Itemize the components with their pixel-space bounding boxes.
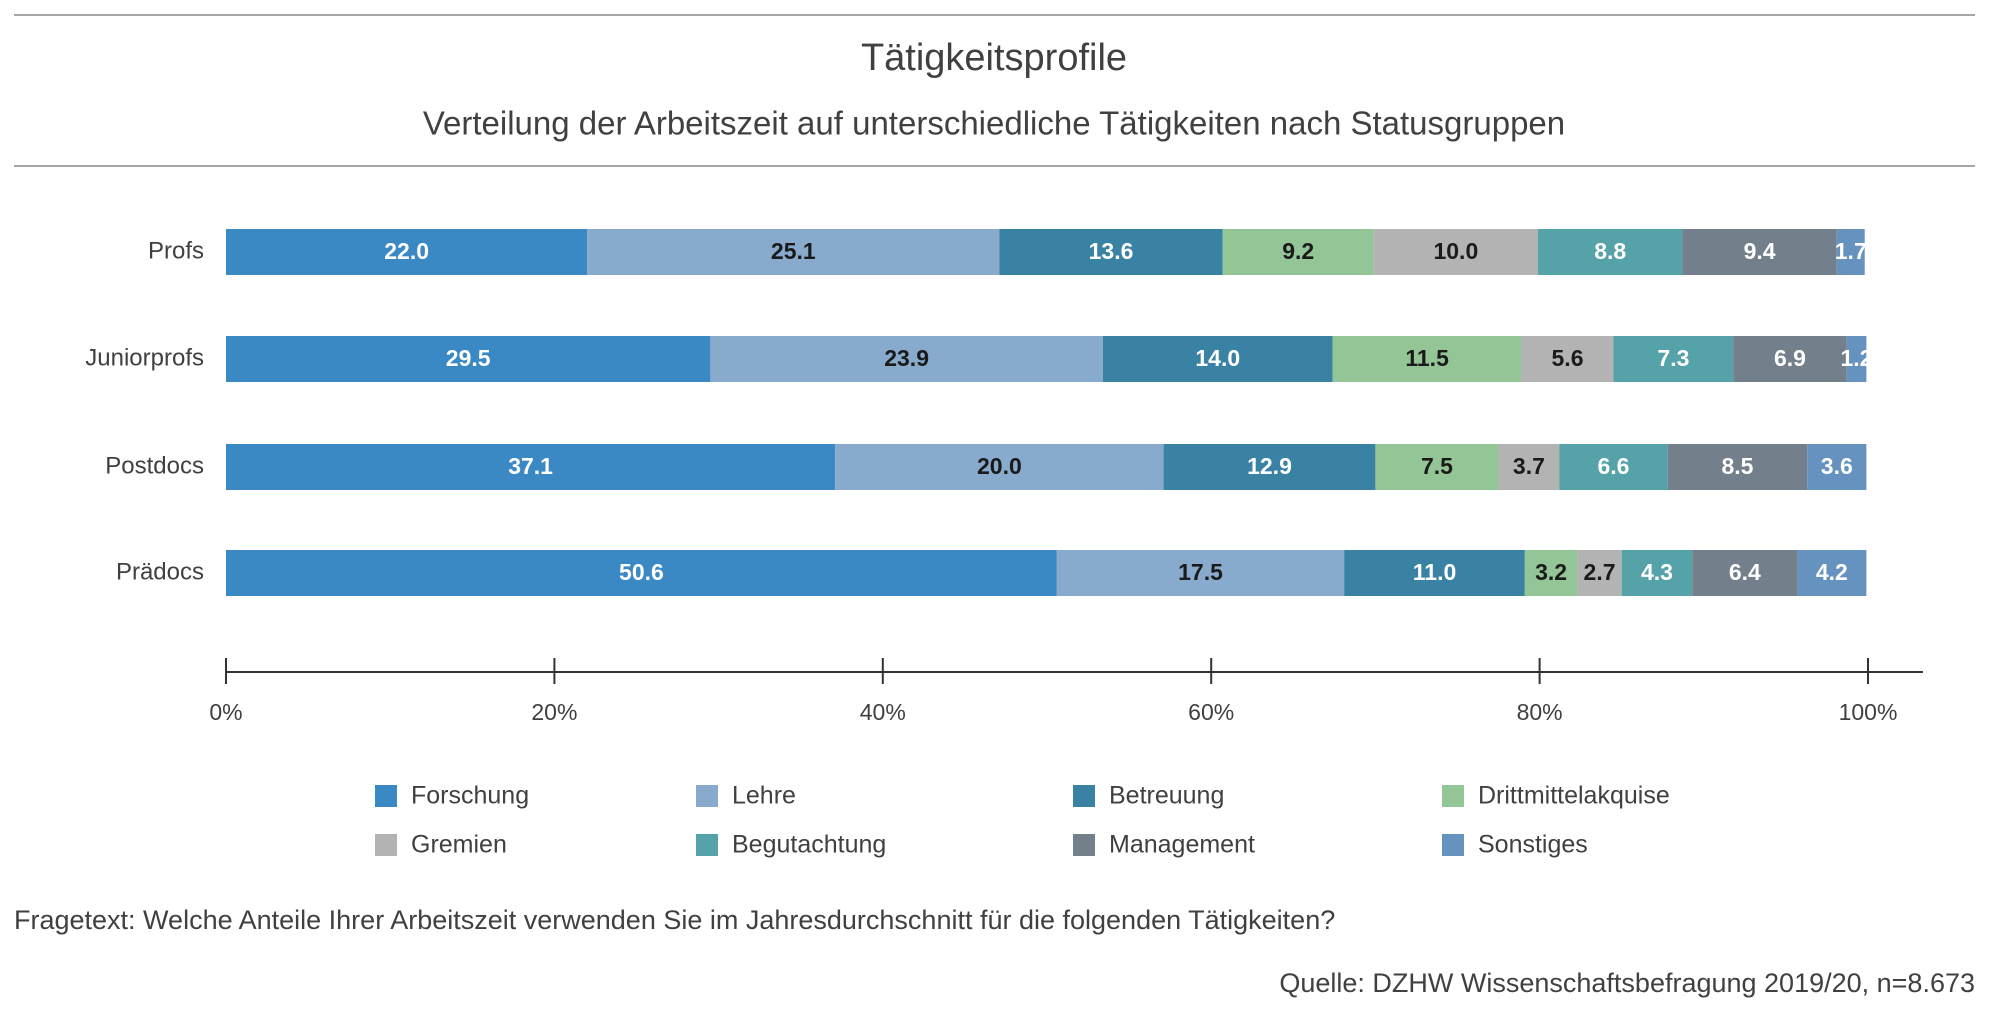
- value-label: 29.5: [446, 345, 491, 371]
- value-label: 8.5: [1721, 453, 1753, 479]
- bar-segment: [710, 336, 1103, 382]
- value-label: 4.3: [1641, 559, 1673, 585]
- bar-segment: [1344, 550, 1525, 596]
- value-label: 17.5: [1178, 559, 1223, 585]
- footnote: Fragetext: Welche Anteile Ihrer Arbeitsz…: [14, 905, 1335, 935]
- value-label: 6.4: [1729, 559, 1761, 585]
- value-label: 12.9: [1247, 453, 1292, 479]
- bar-segment: [1613, 336, 1734, 382]
- bar-segment: [1373, 229, 1538, 275]
- bar-segment: [1846, 336, 1867, 382]
- legend-label: Betreuung: [1109, 782, 1224, 810]
- value-label: 20.0: [977, 453, 1022, 479]
- value-label: 23.9: [884, 345, 929, 371]
- value-label: 6.6: [1597, 453, 1629, 479]
- y-tick-label: Profs: [148, 237, 204, 264]
- value-label: 1.2: [1841, 345, 1873, 371]
- bar-segment: [1521, 336, 1614, 382]
- legend-swatch: [696, 785, 718, 807]
- bar-segment: [1056, 550, 1345, 596]
- bar-segment: [1222, 229, 1374, 275]
- legend-label: Forschung: [411, 782, 529, 810]
- value-label: 7.5: [1421, 453, 1453, 479]
- legend-swatch: [375, 785, 397, 807]
- x-tick-label: 20%: [531, 699, 577, 725]
- bar-segment: [1621, 550, 1693, 596]
- x-tick-label: 80%: [1517, 699, 1563, 725]
- bar-segment: [1807, 444, 1867, 490]
- legend-label: Lehre: [732, 782, 796, 810]
- value-label: 22.0: [384, 238, 429, 264]
- legend-label: Drittmittelakquise: [1478, 782, 1670, 810]
- bar-segment: [835, 444, 1164, 490]
- value-label: 9.2: [1282, 238, 1314, 264]
- bar-segment: [999, 229, 1223, 275]
- value-label: 2.7: [1584, 559, 1616, 585]
- legend-label: Begutachtung: [732, 831, 886, 859]
- value-label: 25.1: [771, 238, 816, 264]
- value-label: 1.7: [1835, 238, 1867, 264]
- chart-subtitle: Verteilung der Arbeitszeit auf unterschi…: [423, 105, 1565, 142]
- value-label: 37.1: [508, 453, 553, 479]
- y-tick-label: Postdocs: [105, 452, 204, 479]
- value-label: 6.9: [1774, 345, 1806, 371]
- value-label: 3.6: [1821, 453, 1853, 479]
- legend-label: Gremien: [411, 831, 507, 859]
- legend-swatch: [1073, 834, 1095, 856]
- bar-segment: [226, 444, 836, 490]
- legend-swatch: [1442, 834, 1464, 856]
- y-tick-label: Prädocs: [116, 558, 204, 585]
- legend-swatch: [1442, 785, 1464, 807]
- value-label: 8.8: [1594, 238, 1626, 264]
- x-tick-label: 100%: [1839, 699, 1898, 725]
- bar-segment: [1524, 550, 1578, 596]
- value-label: 11.5: [1405, 345, 1449, 371]
- bar-segment: [226, 229, 588, 275]
- x-tick-label: 60%: [1188, 699, 1234, 725]
- bar-segment: [1163, 444, 1376, 490]
- value-label: 50.6: [619, 559, 664, 585]
- bar-segment: [1559, 444, 1668, 490]
- bar-segment: [587, 229, 1000, 275]
- legend-swatch: [696, 834, 718, 856]
- value-label: 3.7: [1513, 453, 1545, 479]
- bar-segment: [226, 336, 711, 382]
- value-label: 14.0: [1195, 345, 1240, 371]
- bar-segment: [1667, 444, 1808, 490]
- bar-segment: [1498, 444, 1560, 490]
- bar-segment: [1733, 336, 1847, 382]
- legend-swatch: [375, 834, 397, 856]
- value-label: 7.3: [1657, 345, 1689, 371]
- x-tick-label: 0%: [209, 699, 242, 725]
- value-label: 3.2: [1535, 559, 1567, 585]
- value-label: 4.2: [1816, 559, 1848, 585]
- value-label: 9.4: [1744, 238, 1776, 264]
- bar-segment: [1537, 229, 1683, 275]
- x-tick-label: 40%: [860, 699, 906, 725]
- bar-segment: [1332, 336, 1522, 382]
- bar-segment: [1577, 550, 1622, 596]
- chart-title: Tätigkeitsprofile: [861, 37, 1127, 79]
- value-label: 11.0: [1413, 559, 1457, 585]
- bar-segment: [1102, 336, 1333, 382]
- legend-label: Management: [1109, 831, 1255, 859]
- legend-swatch: [1073, 785, 1095, 807]
- source: Quelle: DZHW Wissenschaftsbefragung 2019…: [1279, 968, 1975, 998]
- y-tick-label: Juniorprofs: [85, 344, 204, 371]
- bar-segment: [1692, 550, 1798, 596]
- value-label: 13.6: [1089, 238, 1134, 264]
- legend-label: Sonstiges: [1478, 831, 1588, 859]
- bar-segment: [1682, 229, 1837, 275]
- bar-segment: [226, 550, 1057, 596]
- bar-segment: [1836, 229, 1865, 275]
- value-label: 10.0: [1433, 238, 1478, 264]
- bar-segment: [1797, 550, 1867, 596]
- bar-segment: [1375, 444, 1499, 490]
- value-label: 5.6: [1552, 345, 1584, 371]
